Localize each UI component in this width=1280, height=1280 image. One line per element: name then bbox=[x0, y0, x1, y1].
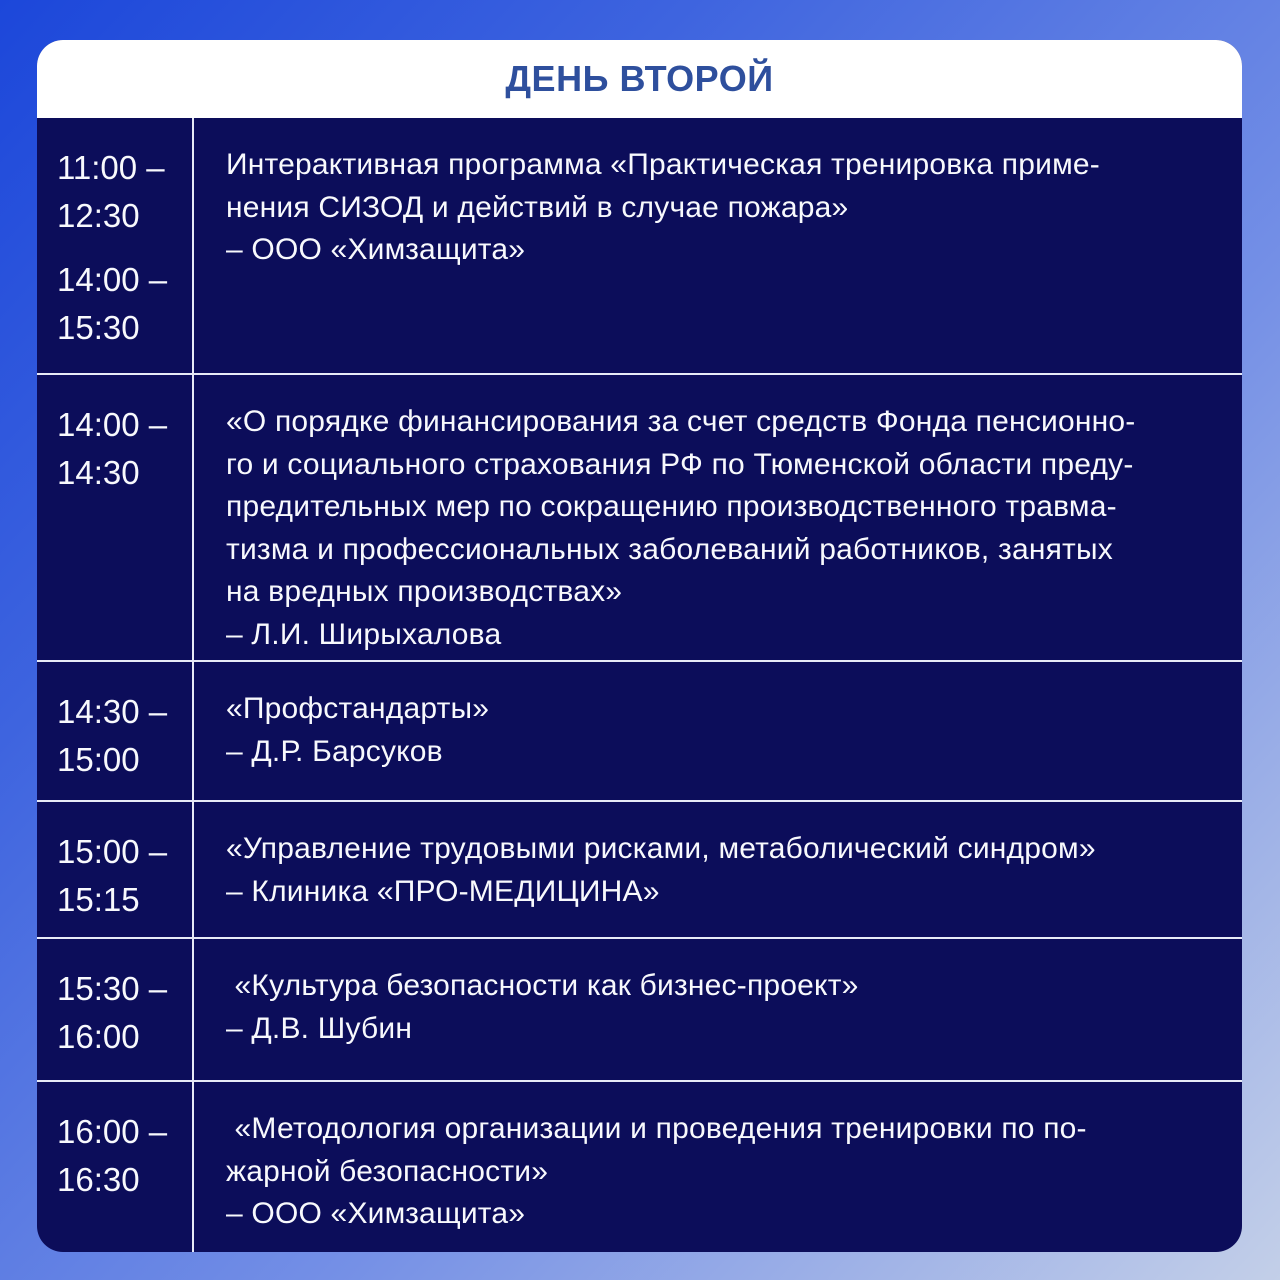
time-range: 14:00 – 15:30 bbox=[57, 260, 168, 346]
time-range: 11:00 – 12:30 bbox=[57, 149, 165, 234]
session-cell: «Управление трудовыми рисками, метаболич… bbox=[194, 802, 1242, 937]
table-header: ДЕНЬ ВТОРОЙ bbox=[37, 40, 1242, 118]
time-range: 16:00 – 16:30 bbox=[57, 1113, 168, 1198]
session-cell: «Профстандарты» – Д.Р. Барсуков bbox=[194, 662, 1242, 800]
session-cell: Интерактивная программа «Практическая тр… bbox=[194, 118, 1242, 373]
time-cell: 16:00 – 16:30 bbox=[37, 1082, 194, 1252]
table-row: 16:00 – 16:30 «Методология организации и… bbox=[37, 1080, 1242, 1252]
session-description: «Управление трудовыми рисками, метаболич… bbox=[226, 832, 1096, 908]
schedule-rows: 11:00 – 12:30 14:00 – 15:30 Интерактивна… bbox=[37, 118, 1242, 1252]
table-row: 14:00 – 14:30 «О порядке финансирования … bbox=[37, 373, 1242, 660]
time-range: 14:30 – 15:00 bbox=[57, 693, 168, 778]
session-description: «Профстандарты» – Д.Р. Барсуков bbox=[226, 692, 490, 768]
session-description: «О порядке финансирования за счет средст… bbox=[226, 405, 1136, 651]
table-row: 15:00 – 15:15 «Управление трудовыми риск… bbox=[37, 800, 1242, 937]
schedule-table: ДЕНЬ ВТОРОЙ 11:00 – 12:30 14:00 – 15:30 … bbox=[37, 40, 1242, 1252]
time-cell: 11:00 – 12:30 14:00 – 15:30 bbox=[37, 118, 194, 373]
session-cell: «О порядке финансирования за счет средст… bbox=[194, 375, 1242, 660]
time-cell: 15:00 – 15:15 bbox=[37, 802, 194, 937]
time-range: 15:00 – 15:15 bbox=[57, 833, 168, 918]
session-cell: «Методология организации и проведения тр… bbox=[194, 1082, 1242, 1252]
page-title: ДЕНЬ ВТОРОЙ bbox=[505, 58, 774, 99]
session-description: «Методология организации и проведения тр… bbox=[226, 1112, 1087, 1231]
time-cell: 14:00 – 14:30 bbox=[37, 375, 194, 660]
table-row: 15:30 – 16:00 «Культура безопасности как… bbox=[37, 937, 1242, 1080]
time-cell: 15:30 – 16:00 bbox=[37, 939, 194, 1080]
time-cell: 14:30 – 15:00 bbox=[37, 662, 194, 800]
time-range: 14:00 – 14:30 bbox=[57, 406, 168, 491]
table-row: 14:30 – 15:00 «Профстандарты» – Д.Р. Бар… bbox=[37, 660, 1242, 800]
session-cell: «Культура безопасности как бизнес-проект… bbox=[194, 939, 1242, 1080]
time-range: 15:30 – 16:00 bbox=[57, 970, 168, 1055]
session-description: Интерактивная программа «Практическая тр… bbox=[226, 148, 1100, 267]
table-row: 11:00 – 12:30 14:00 – 15:30 Интерактивна… bbox=[37, 118, 1242, 373]
session-description: «Культура безопасности как бизнес-проект… bbox=[226, 969, 859, 1045]
